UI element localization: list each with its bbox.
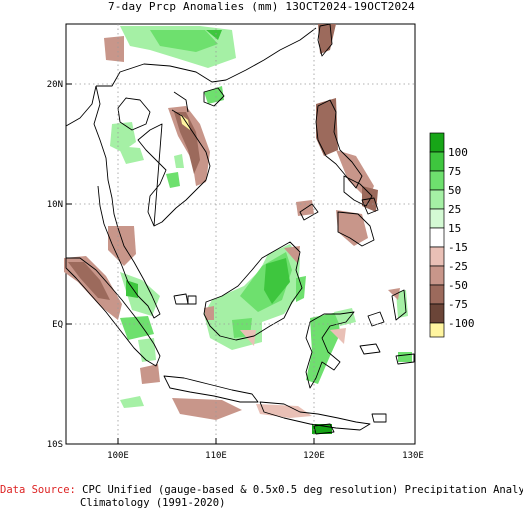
legend-swatch-1 xyxy=(429,151,445,172)
data-source-label: Data Source: xyxy=(0,484,76,496)
legend-label-15: 15 xyxy=(448,222,461,235)
legend-swatch-10 xyxy=(429,322,445,338)
legend-swatch-3 xyxy=(429,189,445,210)
legend-swatch-2 xyxy=(429,170,445,191)
legend-label-50: 50 xyxy=(448,184,461,197)
legend-swatch-8 xyxy=(429,284,445,305)
data-source-line: Data Source: CPC Unified (gauge-based & … xyxy=(0,484,523,496)
climatology-text: Climatology (1991-2020) xyxy=(80,497,226,509)
legend-swatch-7 xyxy=(429,265,445,286)
legend-label-neg25: -25 xyxy=(448,260,468,273)
lat-label-20n: 20N xyxy=(47,80,63,90)
lon-label-100e: 100E xyxy=(107,451,129,461)
legend-label-neg15: -15 xyxy=(448,241,468,254)
legend-swatch-5 xyxy=(429,227,445,248)
climatology-line: Climatology (1991-2020) xyxy=(80,497,225,509)
axis-ticks xyxy=(66,83,416,445)
legend-swatch-0 xyxy=(429,132,445,153)
legend-swatch-9 xyxy=(429,303,445,324)
legend-label-25: 25 xyxy=(448,203,461,216)
anomaly-shading xyxy=(64,24,412,434)
legend-label-75: 75 xyxy=(448,165,461,178)
lon-axis-labels: 100E 110E 120E 130E xyxy=(107,451,424,461)
map-title: 7-day Prcp Anomalies (mm) 13OCT2024-19OC… xyxy=(107,0,415,13)
legend-label-100: 100 xyxy=(448,146,468,159)
lon-label-120e: 120E xyxy=(303,451,325,461)
lon-label-110e: 110E xyxy=(205,451,227,461)
legend-swatch-4 xyxy=(429,208,445,229)
lat-axis-labels: 20N 10N EQ 10S xyxy=(47,80,63,450)
coastlines xyxy=(65,23,415,435)
lat-label-10n: 10N xyxy=(47,200,63,210)
legend-label-neg50: -50 xyxy=(448,279,468,292)
lat-label-10s: 10S xyxy=(47,440,63,450)
legend-swatch-6 xyxy=(429,246,445,267)
legend-label-neg100: -100 xyxy=(448,317,475,330)
color-legend: 100 75 50 25 15 -15 -25 -50 -75 -100 xyxy=(429,132,475,338)
lon-label-130e: 130E xyxy=(402,451,424,461)
data-source-text: CPC Unified (gauge-based & 0.5x0.5 deg r… xyxy=(75,484,523,496)
lat-label-eq: EQ xyxy=(52,320,63,330)
legend-label-neg75: -75 xyxy=(448,298,468,311)
